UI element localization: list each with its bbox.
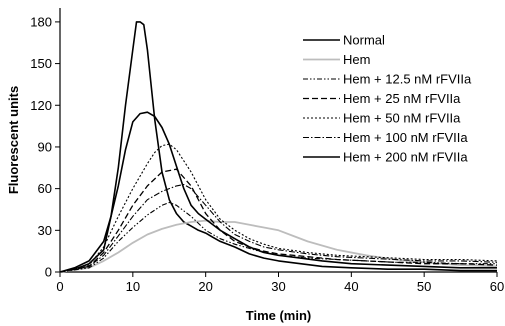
y-tick-label: 60 bbox=[38, 181, 52, 196]
legend-label-3: Hem + 12.5 nM rFVIIa bbox=[343, 72, 472, 87]
series-line-7 bbox=[59, 111, 497, 273]
x-tick-label: 60 bbox=[490, 279, 504, 294]
x-axis-title: Time (min) bbox=[246, 308, 312, 323]
series-line-1 bbox=[59, 21, 497, 273]
series-line-5 bbox=[59, 143, 498, 273]
legend-label-5: Hem + 50 nM rFVIIa bbox=[343, 111, 461, 126]
x-tick-label: 50 bbox=[417, 279, 431, 294]
y-tick-label: 120 bbox=[30, 98, 52, 113]
y-tick-label: 90 bbox=[38, 139, 52, 154]
y-tick-label: 0 bbox=[45, 265, 52, 280]
y-tick-label: 30 bbox=[38, 223, 52, 238]
legend-label-1: Normal bbox=[343, 33, 385, 48]
legend-label-2: Hem bbox=[343, 52, 370, 67]
legend-label-4: Hem + 25 nM rFVIIa bbox=[343, 91, 461, 106]
series-line-6 bbox=[59, 183, 498, 273]
legend-label-6: Hem + 100 nM rFVIIa bbox=[343, 130, 468, 145]
series-line-4 bbox=[59, 168, 498, 273]
series-line-2 bbox=[59, 219, 498, 273]
legend-label-7: Hem + 200 nM rFVIIa bbox=[343, 150, 468, 165]
x-tick-label: 0 bbox=[56, 279, 63, 294]
y-tick-label: 180 bbox=[30, 14, 52, 29]
x-tick-label: 10 bbox=[126, 279, 140, 294]
x-tick-label: 30 bbox=[271, 279, 285, 294]
x-tick-label: 40 bbox=[344, 279, 358, 294]
x-tick-label: 20 bbox=[198, 279, 212, 294]
y-axis-title: Fluorescent units bbox=[6, 86, 21, 194]
y-tick-label: 150 bbox=[30, 56, 52, 71]
